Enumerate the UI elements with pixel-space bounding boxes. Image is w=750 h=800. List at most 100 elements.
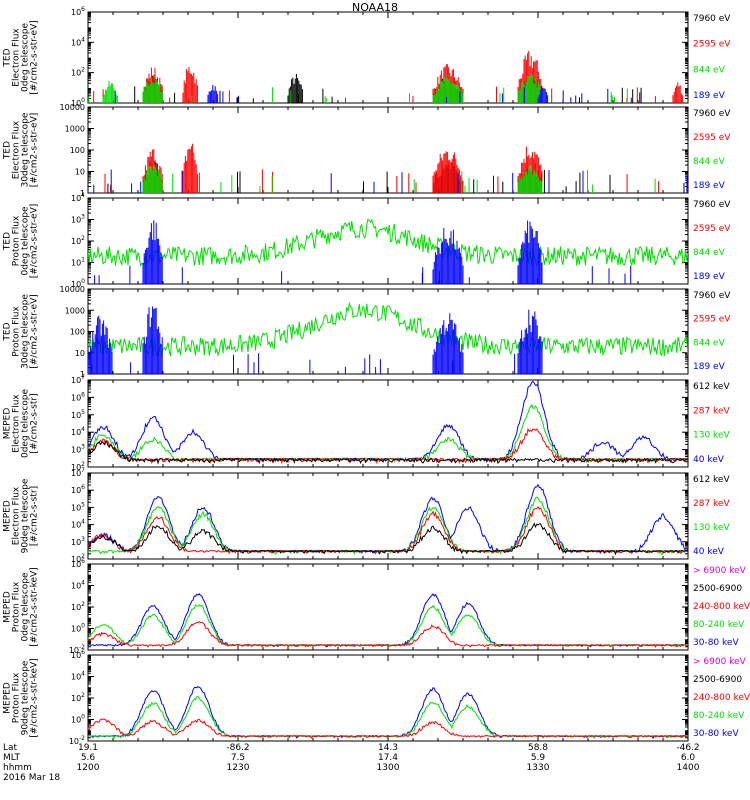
y-tick-label: 10000 (60, 103, 85, 112)
legend-entry: 240-800 keV (693, 693, 750, 703)
panel-8: 10-2 100 102 104 106 MEPEDProton Flux90deg te… (3, 649, 750, 746)
legend-entry: 40 keV (693, 547, 725, 557)
legend-entry: 189 eV (693, 272, 726, 282)
panel-frame (87, 563, 689, 651)
series-189-ev (114, 87, 641, 103)
x-tick-mlt: 5.6 (81, 753, 96, 763)
panel-4: 1 10 100 1000 10000 TEDProton Flux30deg teles… (3, 285, 732, 379)
x-tick-hhmm: 1330 (527, 763, 550, 773)
legend-entry: 7960 eV (693, 291, 731, 301)
chart-title: NOAA18 (351, 1, 399, 14)
legend-entry: 844 eV (693, 248, 726, 258)
y-tick-label: 106 (71, 649, 85, 660)
x-tick-hhmm: 1200 (77, 763, 100, 773)
y-tick-label: 1000 (65, 125, 85, 134)
series-189-ev (432, 227, 464, 284)
legend-entry: > 6900 keV (693, 566, 747, 576)
series-189-ev (88, 315, 113, 374)
panel-frame (87, 11, 689, 104)
legend-entry: 130 keV (693, 523, 730, 533)
data-traces (88, 685, 688, 740)
panel-5: 102 103 104 105 106 107 MEPEDElectron Flux0deg… (3, 374, 731, 472)
series-844-ev (88, 87, 628, 103)
legend-entry: 40 keV (693, 455, 725, 465)
y-tick-label: 104 (71, 580, 85, 591)
x-tick-hhmm: 1230 (227, 763, 250, 773)
y-tick-label: 104 (71, 519, 85, 530)
y-tick-label: 101 (71, 257, 85, 268)
y-tick-label: 107 (71, 467, 85, 478)
panel-frame (87, 472, 689, 560)
x-tick-mlt: 7.5 (231, 753, 245, 763)
y-tick-label: 104 (71, 192, 85, 203)
series-189-ev (93, 169, 688, 193)
y-tick-label: 10 (75, 349, 85, 358)
x-tick-lat: 58.8 (528, 743, 548, 753)
series-130-kev (88, 496, 688, 556)
legend-entry: 7960 eV (693, 14, 731, 24)
y-tick-label: 1 (80, 370, 85, 379)
panel-frame (87, 197, 689, 285)
series-189-ev (142, 220, 163, 284)
y-tick-label: 105 (71, 501, 85, 512)
series-844-ev (88, 301, 688, 357)
panel-frame (87, 379, 689, 468)
y-tick-label: 10000 (60, 285, 85, 294)
legend-entry: 30-80 keV (693, 638, 739, 648)
legend-entry: 287 keV (693, 499, 730, 509)
y-axis-label: MEPEDElectron Flux0deg telescope[#/cm2-s… (3, 389, 40, 459)
legend-entry: 844 eV (693, 338, 726, 348)
x-row-label: 2016 Mar 18 (3, 773, 60, 783)
series-2595-ev (182, 67, 198, 103)
series-612-kev (88, 522, 688, 556)
legend-entry: 240-800 keV (693, 602, 750, 612)
series-189-ev (517, 309, 543, 374)
series-189-ev (207, 85, 219, 103)
series-7960-ev (287, 73, 303, 103)
legend-entry: 287 keV (693, 406, 730, 416)
series-189-ev (142, 306, 163, 374)
legend-entry: 30-80 keV (693, 729, 739, 739)
series-240-800-kev (88, 621, 688, 648)
panel-1: 100 102 104 106 TEDElectron Flux0deg telesco… (3, 6, 732, 108)
x-tick-mlt: 5.9 (531, 753, 546, 763)
data-traces (88, 380, 688, 465)
series-240-800-kev (88, 718, 688, 739)
legend-entry: 612 keV (693, 475, 730, 485)
legend-entry: 2500-6900 (693, 675, 742, 685)
y-tick-label: 106 (71, 558, 85, 569)
legend-entry: 130 keV (693, 431, 730, 441)
data-traces (88, 593, 688, 648)
panel-3: 100 101 102 103 104 TEDProton Flux0deg telesc… (3, 192, 732, 289)
y-tick-label: 104 (71, 426, 85, 437)
y-tick-label: 100 (70, 328, 85, 337)
y-axis-label: TEDProton Flux30deg telescope[#/cm2-s-st… (3, 294, 40, 369)
legend-entry: 844 eV (693, 65, 726, 75)
y-axis-label: MEPEDElectron Flux90deg telescope[#/cm2-… (3, 478, 40, 553)
y-tick-label: 10 (75, 168, 85, 177)
x-tick-lat: -86.2 (226, 743, 249, 753)
legend-entry: 189 eV (693, 181, 726, 191)
series-189-ev (94, 263, 632, 284)
series-844-ev (432, 76, 464, 103)
y-tick-label: 105 (71, 409, 85, 420)
series-844-ev (517, 164, 543, 193)
series-287-kev (88, 506, 688, 555)
panel-frame (87, 654, 689, 742)
series-189-ev (537, 86, 549, 103)
legend-entry: 2595 eV (693, 40, 731, 50)
y-tick-label: 106 (71, 391, 85, 402)
y-tick-label: 100 (71, 278, 85, 289)
legend-entry: 2595 eV (693, 224, 731, 234)
x-tick-lat: 19.1 (78, 743, 98, 753)
series-7960-ev (107, 169, 685, 193)
panel-frame (87, 288, 689, 375)
legend-entry: 189 eV (693, 362, 726, 372)
series-844-ev (142, 78, 163, 103)
series-130-kev (88, 403, 688, 464)
panel-frame (87, 106, 689, 194)
y-tick-label: 103 (71, 536, 85, 547)
y-tick-label: 102 (71, 692, 85, 703)
legend-entry: 7960 eV (693, 200, 731, 210)
